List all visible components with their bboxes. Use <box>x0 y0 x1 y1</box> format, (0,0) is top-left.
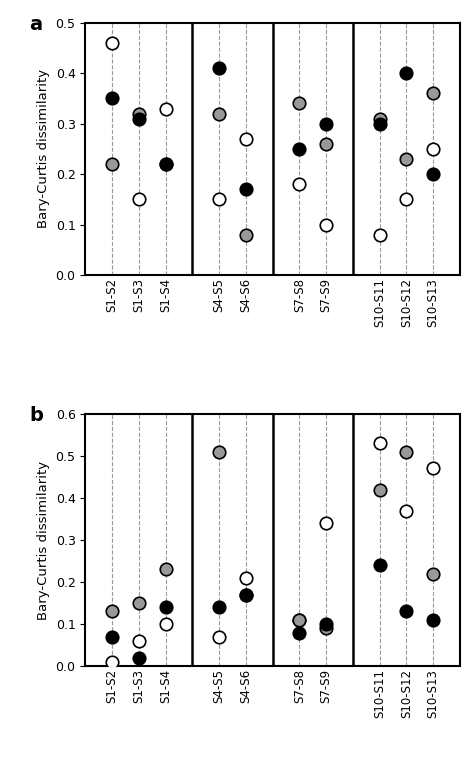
Y-axis label: Bary-Curtis dissimilarity: Bary-Curtis dissimilarity <box>37 70 50 229</box>
Y-axis label: Bary-Curtis dissimilarity: Bary-Curtis dissimilarity <box>37 460 50 619</box>
Text: b: b <box>29 407 43 425</box>
Text: a: a <box>29 15 42 34</box>
